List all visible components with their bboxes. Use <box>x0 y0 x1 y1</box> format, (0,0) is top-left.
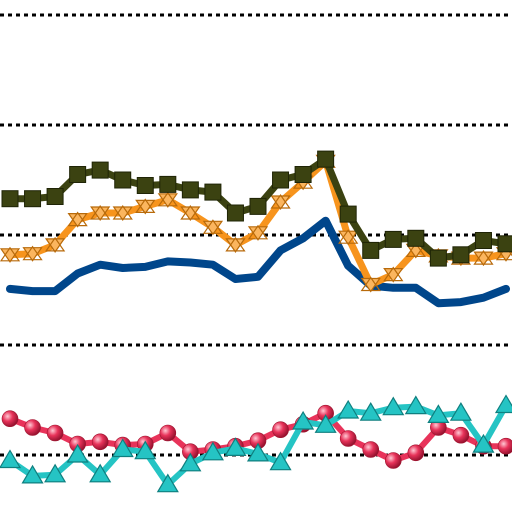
point-orange <box>157 191 178 208</box>
point-red <box>407 444 425 462</box>
point-dark-olive <box>452 246 470 264</box>
point-cyan <box>21 464 44 484</box>
point-orange <box>383 266 404 283</box>
point-dark-olive <box>429 249 447 267</box>
point-cyan <box>156 473 179 493</box>
point-orange <box>225 236 246 253</box>
point-dark-olive <box>384 230 402 248</box>
point-cyan <box>494 394 512 414</box>
point-cyan <box>134 440 157 460</box>
point-red <box>362 441 380 458</box>
point-dark-olive <box>497 235 512 253</box>
point-orange <box>67 211 88 228</box>
point-red <box>159 424 177 442</box>
point-orange <box>202 219 224 236</box>
point-dark-olive <box>362 241 380 259</box>
point-dark-olive <box>91 161 109 179</box>
point-cyan <box>472 433 495 453</box>
point-cyan <box>382 396 405 416</box>
point-orange <box>247 224 269 241</box>
series-dark-olive <box>1 150 512 267</box>
point-cyan <box>449 402 472 421</box>
point-dark-olive <box>474 232 492 249</box>
point-orange <box>270 193 291 211</box>
point-dark-olive <box>317 150 335 168</box>
point-cyan <box>201 441 224 461</box>
point-dark-olive <box>1 190 19 208</box>
point-red <box>272 421 289 439</box>
point-cyan <box>314 414 337 433</box>
point-dark-olive <box>272 171 290 189</box>
point-orange <box>360 276 381 293</box>
point-cyan <box>224 437 247 456</box>
point-dark-olive <box>24 190 42 208</box>
point-red <box>452 426 470 444</box>
point-red <box>46 424 64 442</box>
point-dark-olive <box>339 205 357 223</box>
point-orange <box>0 246 21 263</box>
series-navy <box>6 216 510 308</box>
point-cyan <box>337 399 360 419</box>
point-red <box>1 410 19 428</box>
point-dark-olive <box>69 166 87 183</box>
point-cyan <box>269 451 292 471</box>
point-orange <box>180 204 201 222</box>
point-cyan <box>66 443 89 463</box>
point-red <box>497 437 512 455</box>
point-dark-olive <box>204 183 222 201</box>
point-red <box>91 433 109 451</box>
point-cyan <box>404 395 427 415</box>
point-orange <box>44 236 66 253</box>
point-cyan <box>0 449 22 469</box>
series-red <box>1 404 512 469</box>
point-red <box>24 419 41 436</box>
point-dark-olive <box>226 204 244 222</box>
point-dark-olive <box>249 197 267 215</box>
point-cyan <box>292 410 315 430</box>
point-dark-olive <box>114 171 132 189</box>
point-orange <box>473 250 494 267</box>
point-orange <box>90 204 111 222</box>
point-orange <box>22 245 43 262</box>
point-orange <box>112 204 133 222</box>
point-dark-olive <box>181 181 199 199</box>
point-cyan <box>111 438 134 458</box>
point-orange <box>135 198 156 215</box>
point-orange <box>338 229 359 246</box>
point-cyan <box>359 402 382 421</box>
point-cyan <box>44 463 67 483</box>
point-cyan <box>89 463 112 483</box>
point-cyan <box>427 404 450 423</box>
point-cyan <box>179 452 202 472</box>
point-red <box>384 452 402 469</box>
point-dark-olive <box>159 175 177 193</box>
series-line-navy <box>6 216 510 308</box>
point-dark-olive <box>46 188 64 205</box>
point-dark-olive <box>136 177 154 194</box>
point-cyan <box>246 442 270 462</box>
series-cyan <box>0 394 512 493</box>
point-dark-olive <box>294 166 312 183</box>
series-layer <box>0 150 512 493</box>
point-red <box>339 430 357 447</box>
point-dark-olive <box>407 229 425 247</box>
